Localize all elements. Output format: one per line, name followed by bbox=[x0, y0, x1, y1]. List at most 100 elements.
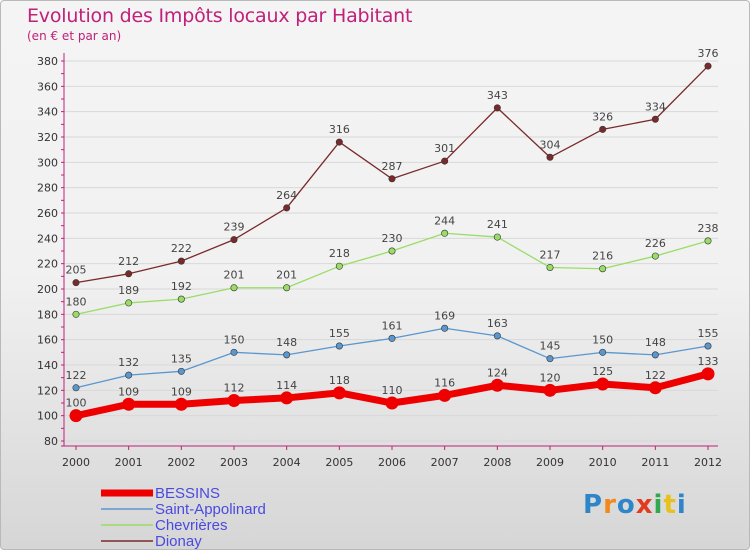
brand-letter: i bbox=[653, 490, 664, 520]
data-point bbox=[125, 371, 133, 379]
data-label: 334 bbox=[645, 100, 666, 113]
data-point bbox=[493, 104, 501, 112]
data-label: 161 bbox=[382, 319, 403, 332]
data-label: 244 bbox=[434, 214, 455, 227]
data-label: 110 bbox=[382, 384, 403, 397]
data-point bbox=[72, 310, 80, 318]
x-tick-label: 2011 bbox=[641, 456, 669, 469]
data-point bbox=[174, 397, 188, 411]
legend-label: Saint-Appolinard bbox=[155, 501, 266, 518]
data-label: 304 bbox=[540, 138, 561, 151]
data-point bbox=[543, 383, 557, 397]
x-tick-label: 2002 bbox=[167, 456, 195, 469]
data-label: 116 bbox=[434, 376, 455, 389]
data-point bbox=[701, 367, 715, 381]
data-point bbox=[125, 270, 133, 278]
data-point bbox=[546, 263, 554, 271]
data-label: 118 bbox=[329, 374, 350, 387]
x-tick-label: 2000 bbox=[62, 456, 90, 469]
data-label: 155 bbox=[329, 327, 350, 340]
data-label: 239 bbox=[224, 221, 245, 234]
brand-letter: r bbox=[603, 490, 617, 520]
data-point bbox=[230, 284, 238, 292]
x-tick-label: 2009 bbox=[536, 456, 564, 469]
data-point bbox=[493, 332, 501, 340]
data-label: 326 bbox=[592, 110, 613, 123]
y-tick-label: 140 bbox=[37, 359, 58, 372]
data-label: 376 bbox=[698, 47, 719, 60]
data-point bbox=[599, 348, 607, 356]
legend-label: Dionay bbox=[155, 533, 202, 550]
data-label: 132 bbox=[118, 356, 139, 369]
y-tick-label: 160 bbox=[37, 334, 58, 347]
data-point bbox=[230, 236, 238, 244]
data-label: 133 bbox=[698, 355, 719, 368]
legend-label: BESSINS bbox=[155, 485, 220, 502]
data-label: 264 bbox=[276, 189, 297, 202]
data-point bbox=[227, 393, 241, 407]
data-point bbox=[332, 386, 346, 400]
x-tick-label: 2003 bbox=[220, 456, 248, 469]
data-point bbox=[599, 265, 607, 273]
y-tick-label: 240 bbox=[37, 232, 58, 245]
axes: 80 100 120 140 160 180 200 220 240 260 280 300 320 34… bbox=[37, 53, 722, 469]
y-tick-label: 100 bbox=[37, 410, 58, 423]
data-point bbox=[335, 138, 343, 146]
data-point bbox=[599, 125, 607, 133]
data-point bbox=[441, 157, 449, 165]
x-tick-label: 2010 bbox=[589, 456, 617, 469]
data-point bbox=[651, 252, 659, 260]
data-point bbox=[283, 204, 291, 212]
x-tick-label: 2004 bbox=[273, 456, 301, 469]
data-label: 201 bbox=[224, 269, 245, 282]
data-label: 109 bbox=[118, 385, 139, 398]
brand-logo: Proxiti bbox=[583, 490, 687, 520]
data-label: 100 bbox=[66, 397, 87, 410]
x-tick-label: 2005 bbox=[325, 456, 353, 469]
data-point bbox=[441, 324, 449, 332]
data-point bbox=[546, 153, 554, 161]
y-tick-label: 180 bbox=[37, 308, 58, 321]
data-label: 125 bbox=[592, 365, 613, 378]
brand-letter: x bbox=[635, 490, 654, 520]
data-point bbox=[122, 397, 136, 411]
x-tick-label: 2007 bbox=[431, 456, 459, 469]
data-label: 124 bbox=[487, 366, 508, 379]
data-label: 205 bbox=[66, 264, 87, 277]
data-label: 135 bbox=[171, 352, 192, 365]
brand-letter: P bbox=[583, 490, 604, 520]
data-label: 114 bbox=[276, 379, 297, 392]
data-point bbox=[490, 378, 504, 392]
brand-letter: t bbox=[663, 490, 677, 520]
data-label: 201 bbox=[276, 269, 297, 282]
data-label: 145 bbox=[540, 340, 561, 353]
data-point bbox=[283, 351, 291, 359]
data-point bbox=[651, 115, 659, 123]
chart-title: Evolution des Impôts locaux par Habitant bbox=[27, 5, 413, 27]
y-tick-label: 380 bbox=[37, 55, 58, 68]
x-tick-label: 2001 bbox=[115, 456, 143, 469]
data-label: 230 bbox=[382, 232, 403, 245]
y-tick-label: 360 bbox=[37, 80, 58, 93]
data-point bbox=[441, 229, 449, 237]
brand-letter: o bbox=[616, 490, 636, 520]
data-label: 222 bbox=[171, 242, 192, 255]
x-tick-label: 2012 bbox=[694, 456, 722, 469]
data-point bbox=[704, 237, 712, 245]
data-label: 212 bbox=[118, 255, 139, 268]
data-label: 150 bbox=[224, 333, 245, 346]
data-label: 287 bbox=[382, 160, 403, 173]
data-label: 216 bbox=[592, 250, 613, 263]
data-label: 169 bbox=[434, 309, 455, 322]
data-label: 122 bbox=[645, 369, 666, 382]
data-point bbox=[388, 247, 396, 255]
y-tick-label: 200 bbox=[37, 283, 58, 296]
data-point bbox=[385, 396, 399, 410]
data-label: 163 bbox=[487, 317, 508, 330]
data-point bbox=[69, 409, 83, 423]
data-point bbox=[230, 348, 238, 356]
legend-label: Chevrières bbox=[155, 517, 228, 534]
